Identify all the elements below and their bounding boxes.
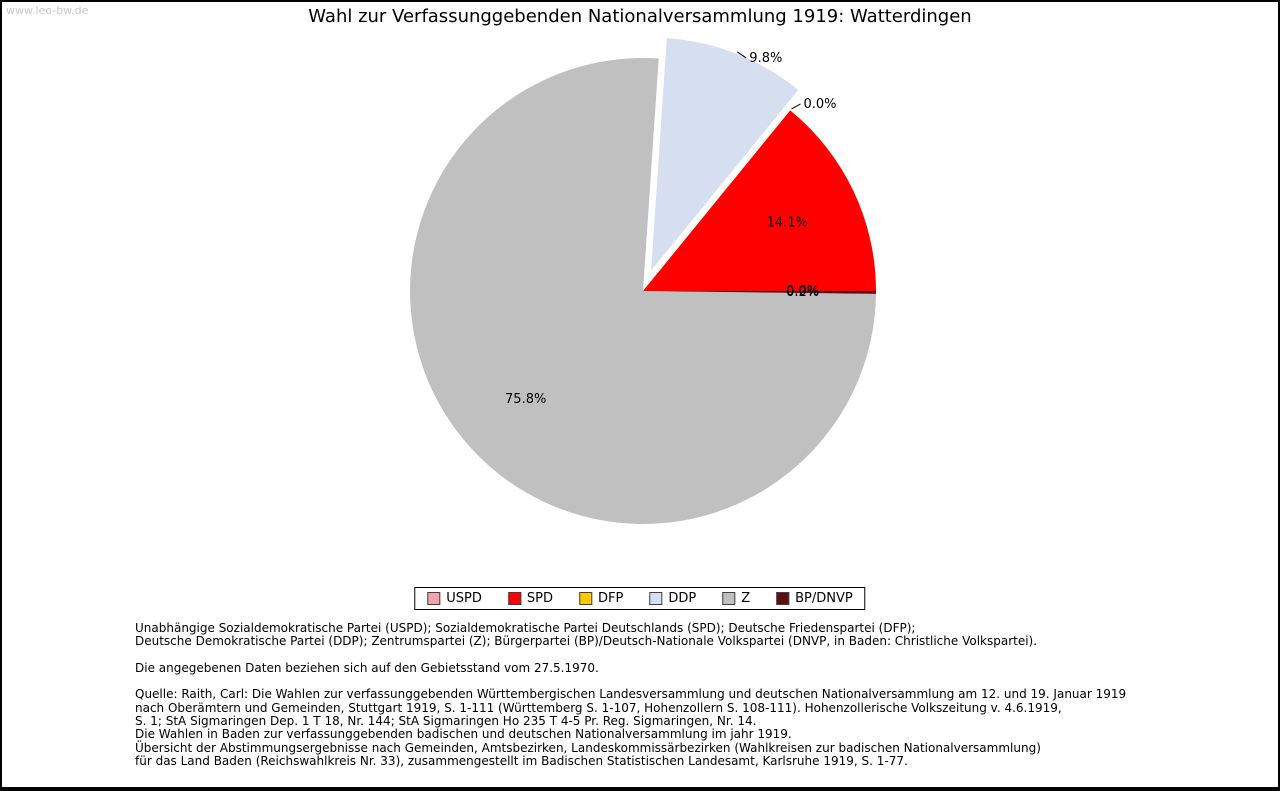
- legend-label-spd: SPD: [526, 591, 554, 606]
- legend-label-z: Z: [741, 591, 751, 606]
- source-note: Quelle: Raith, Carl: Die Wahlen zur verf…: [135, 687, 1127, 769]
- pie-slice-spd: [643, 110, 876, 292]
- pie-chart: 0.0% 14.1% 0.0% 9.8% 75.8% 0.2%: [410, 38, 877, 524]
- legend-label-uspd: USPD: [446, 591, 482, 606]
- legend-item-ddp: DDP: [649, 591, 696, 606]
- pct-label-z: 75.8%: [505, 392, 546, 407]
- legend-item-bp-dnvp: BP/DNVP: [776, 591, 853, 606]
- pie-slice-bp-dnvp: [643, 291, 877, 294]
- party-abbreviations-note: Unabhängige Sozialdemokratische Partei (…: [135, 621, 1038, 649]
- legend-swatch-dfp: [579, 592, 593, 605]
- legend-swatch-ddp: [649, 592, 663, 605]
- footnotes: Unabhängige Sozialdemokratische Partei (…: [135, 621, 1250, 782]
- legend-label-bp-dnvp: BP/DNVP: [795, 591, 853, 606]
- legend-swatch-uspd: [427, 592, 441, 605]
- pct-label-spd: 14.1%: [767, 216, 808, 231]
- territorial-status-note: Die angegebenen Daten beziehen sich auf …: [135, 660, 599, 675]
- legend-item-spd: SPD: [507, 591, 554, 606]
- watermark: www.leo-bw.de: [6, 4, 89, 17]
- pie-slice-ddp: [651, 38, 799, 271]
- legend-label-dfp: DFP: [598, 591, 624, 606]
- pct-label-uspd: 0.0%: [786, 284, 819, 299]
- legend-swatch-spd: [507, 592, 521, 605]
- legend-item-uspd: USPD: [427, 591, 482, 606]
- legend-swatch-z: [722, 592, 736, 605]
- pct-leader-dfp: [791, 103, 801, 110]
- legend-item-dfp: DFP: [579, 591, 623, 606]
- legend: USPD SPD DFP DDP Z BP/DNVP: [414, 587, 866, 610]
- legend-item-z: Z: [722, 591, 750, 606]
- pct-label-dfp: 0.0%: [804, 97, 837, 112]
- pct-label-ddp: 9.8%: [749, 51, 782, 66]
- legend-label-ddp: DDP: [668, 591, 697, 606]
- pct-label-bp-dnvp: 0.2%: [786, 285, 819, 300]
- pct-leader-ddp: [737, 51, 747, 59]
- pie-slice-z: [410, 57, 876, 524]
- legend-swatch-bp-dnvp: [776, 592, 790, 605]
- chart-title: Wahl zur Verfassunggebenden Nationalvers…: [308, 6, 972, 27]
